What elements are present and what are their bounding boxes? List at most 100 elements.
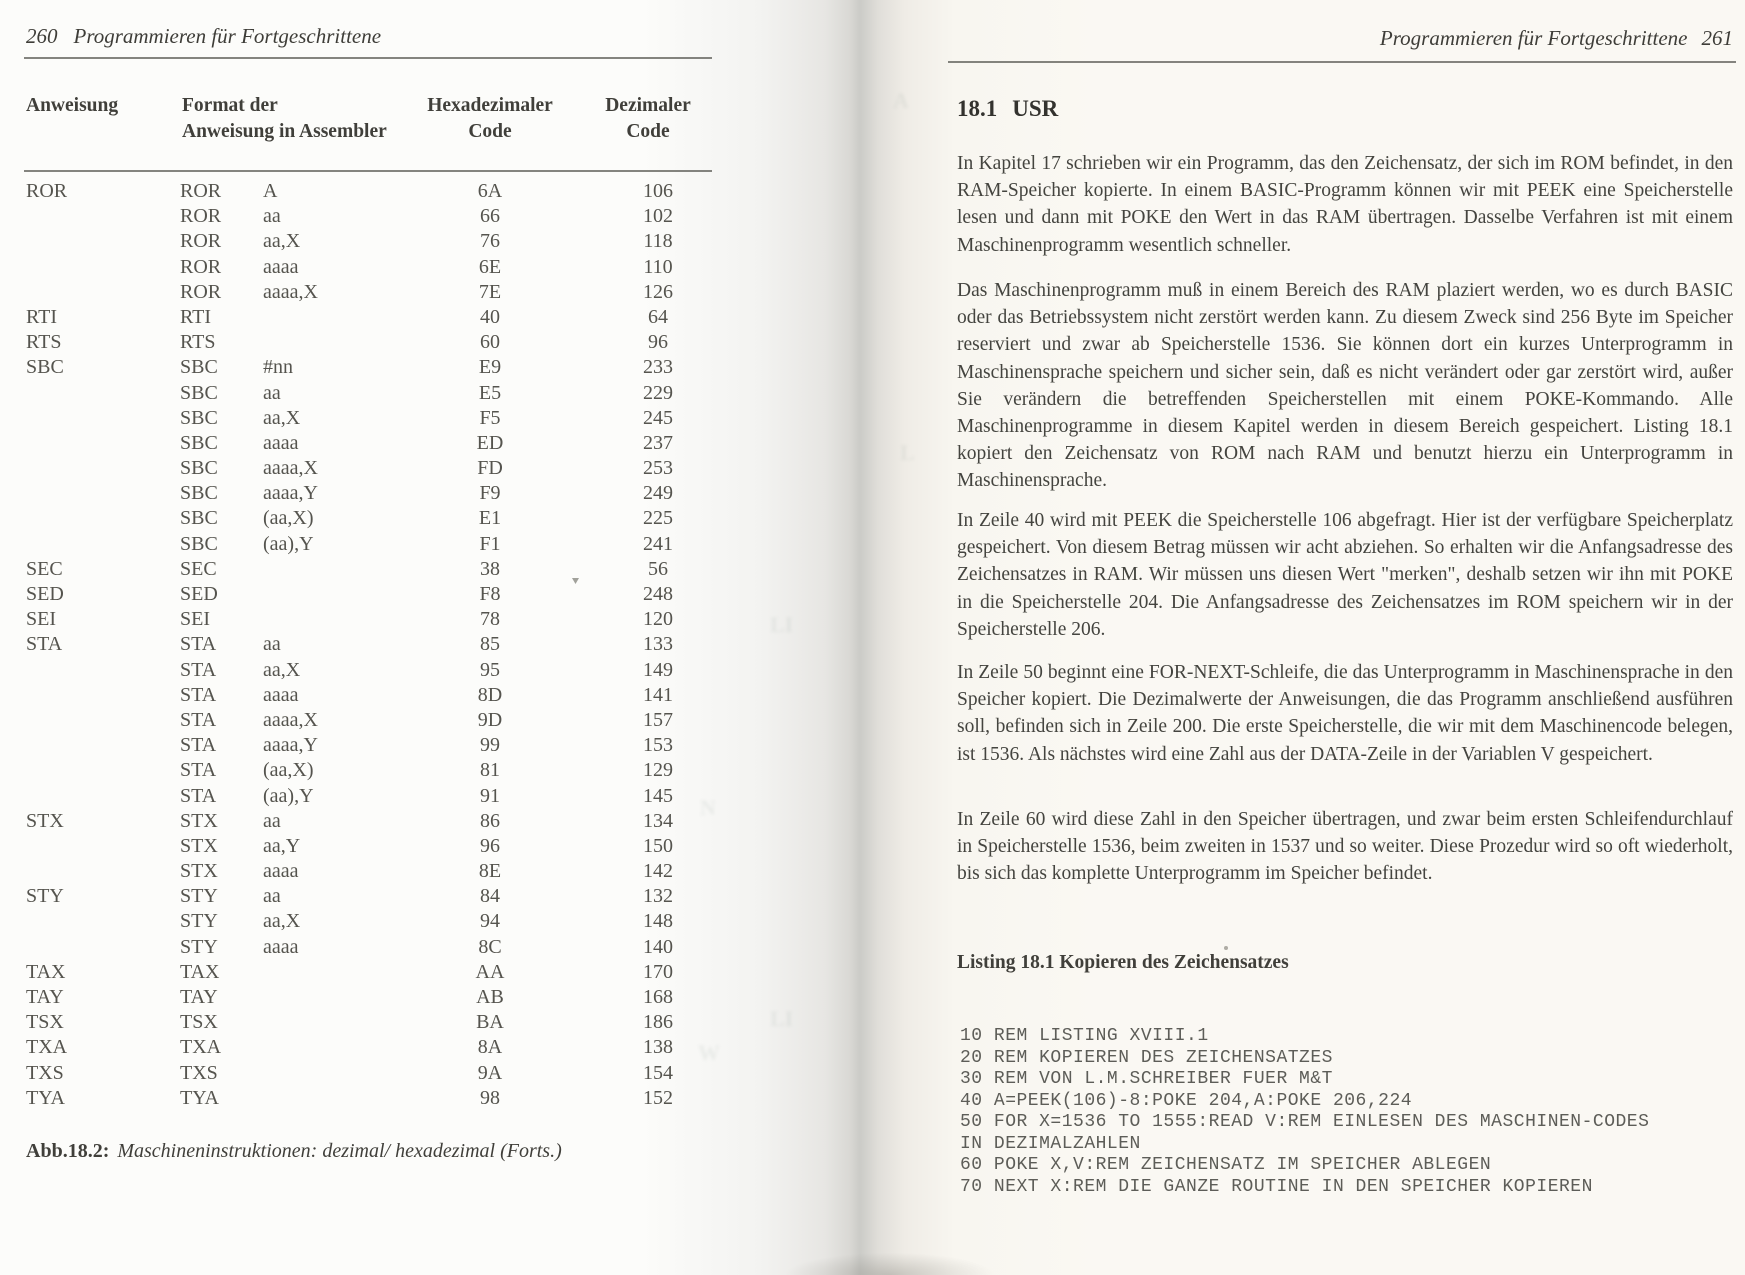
table-row: SBC SBC #nn E9 233 <box>26 356 726 381</box>
table-row: SED SED F8 248 <box>26 583 726 608</box>
table-cell: 102 <box>643 205 673 228</box>
table-cell: STA <box>26 633 63 656</box>
table-cell: 6A <box>477 180 503 202</box>
table-cell: 94 <box>480 910 500 933</box>
code-line: 70 NEXT X:REM DIE GANZE ROUTINE IN DEN S… <box>960 1176 1593 1197</box>
table-cell: E1 <box>478 507 502 530</box>
table-cell: aaaa,Y <box>263 734 318 757</box>
table-cell: 233 <box>643 356 673 379</box>
table-cell: F1 <box>479 532 501 555</box>
table-cell: 253 <box>643 457 673 480</box>
table-row: SBC aaaa,Y F9 249 <box>26 482 726 507</box>
table-cell: TAY <box>180 986 218 1008</box>
table-cell: aa <box>263 205 281 228</box>
table-cell: 40 <box>480 305 500 328</box>
table-row: STA aaaa,Y 99 153 <box>26 734 726 759</box>
code-line: 30 REM VON L.M.SCHREIBER FUER M&T <box>960 1069 1333 1089</box>
table-row: ROR aaaa,X 7E 126 <box>26 281 726 306</box>
table-row: TYA TYA 98 152 <box>26 1087 726 1112</box>
left-running-title: Programmieren für Fortgeschrittene <box>73 24 382 48</box>
table-cell: 141 <box>643 683 673 706</box>
table-cell: ROR <box>180 255 222 278</box>
table-cell: 8C <box>478 935 502 958</box>
table-cell: aaaa,X <box>263 457 318 480</box>
table-cell: SBC <box>180 482 218 505</box>
table-cell: 60 <box>480 331 500 354</box>
table-cell: 248 <box>643 583 673 605</box>
right-header-rule <box>948 61 1736 63</box>
table-cell: aaaa <box>263 935 299 958</box>
instruction-table: ROR ROR A 6A 106 ROR aa 66 102 ROR aa,X 76 118 ROR aaa… <box>26 180 726 1112</box>
table-cell: 154 <box>643 1061 673 1084</box>
table-cell: aa,X <box>263 230 301 253</box>
table-cell: TXS <box>26 1061 64 1084</box>
listing-heading: Listing 18.1 Kopieren des Zeichensatzes <box>957 952 1289 973</box>
table-cell: 8D <box>477 683 503 706</box>
figure-caption: Abb.18.2: Maschineninstruktionen: dezimal… <box>26 1140 686 1163</box>
table-cell: RTS <box>180 331 216 354</box>
table-row: ROR aaaa 6E 110 <box>26 256 726 281</box>
table-cell: STA <box>180 683 217 706</box>
table-cell: STX <box>180 860 218 883</box>
table-cell: 95 <box>480 658 500 681</box>
left-page-number: 260 <box>26 24 58 48</box>
table-cell: aa <box>263 381 281 404</box>
table-cell: STA <box>180 784 217 807</box>
table-cell: 56 <box>648 557 668 580</box>
paragraph: In Zeile 50 beginnt eine FOR-NEXT-Schlei… <box>957 662 1733 765</box>
table-cell: 138 <box>643 1036 673 1059</box>
table-cell: 186 <box>643 1011 673 1034</box>
table-cell: 237 <box>643 431 673 454</box>
code-line: IN DEZIMALZAHLEN <box>960 1133 1141 1154</box>
table-row: STA aaaa,X 9D 157 <box>26 709 726 734</box>
table-cell: 7E <box>478 280 502 303</box>
table-cell: SBC <box>180 507 218 530</box>
table-row: STA aaaa 8D 141 <box>26 684 726 709</box>
table-cell: #nn <box>263 356 293 379</box>
table-cell: aaaa,X <box>263 708 318 731</box>
table-header-format-line1: Format der <box>182 95 278 116</box>
table-cell: ROR <box>180 180 222 202</box>
table-cell: 106 <box>643 180 673 202</box>
table-cell: 64 <box>648 305 668 328</box>
table-cell: A <box>263 180 278 202</box>
table-cell: 6E <box>478 255 502 278</box>
table-cell: TAY <box>26 986 64 1008</box>
table-cell: F8 <box>479 583 501 605</box>
table-cell: aa,X <box>263 658 301 681</box>
code-line: 50 FOR X=1536 TO 1555:READ V:REM EINLESE… <box>960 1112 1650 1132</box>
table-cell: aaaa <box>263 683 299 706</box>
table-cell: STY <box>26 885 64 908</box>
table-cell: STY <box>180 910 218 933</box>
table-row: STX aaaa 8E 142 <box>26 860 726 885</box>
ghost-mark: LI <box>770 1006 794 1031</box>
table-cell: E9 <box>478 356 502 379</box>
table-cell: ROR <box>180 205 222 228</box>
table-cell: SEI <box>180 608 210 631</box>
table-cell: STA <box>180 658 217 681</box>
table-cell: ROR <box>180 280 222 303</box>
left-header-rule <box>24 57 712 59</box>
table-cell: 8E <box>478 860 502 883</box>
table-cell: 85 <box>480 633 500 656</box>
table-row: TSX TSX BA 186 <box>26 1011 726 1036</box>
table-row: TAX TAX AA 170 <box>26 961 726 986</box>
table-row: SBC aa,X F5 245 <box>26 407 726 432</box>
table-cell: 149 <box>643 658 673 681</box>
table-cell: AA <box>475 960 505 983</box>
table-cell: STA <box>180 633 217 656</box>
table-header-dec-line1: Dezimaler <box>605 95 691 116</box>
table-header-format-line2: Anweisung in Assembler <box>182 121 387 142</box>
table-cell: F9 <box>479 482 501 505</box>
table-cell: 76 <box>480 230 500 253</box>
table-cell: TAX <box>180 960 220 983</box>
table-header-hex-line1: Hexadezimaler <box>427 95 553 116</box>
table-cell: SED <box>180 583 218 605</box>
table-cell: TAX <box>26 960 66 983</box>
paragraph: In Zeile 60 wird diese Zahl in den Speic… <box>957 809 1733 885</box>
table-cell: 245 <box>643 406 673 429</box>
table-row: RTI RTI 40 64 <box>26 306 726 331</box>
table-cell: SEI <box>26 608 56 631</box>
scan-speck <box>1224 946 1228 950</box>
ghost-mark: LI <box>770 612 794 637</box>
